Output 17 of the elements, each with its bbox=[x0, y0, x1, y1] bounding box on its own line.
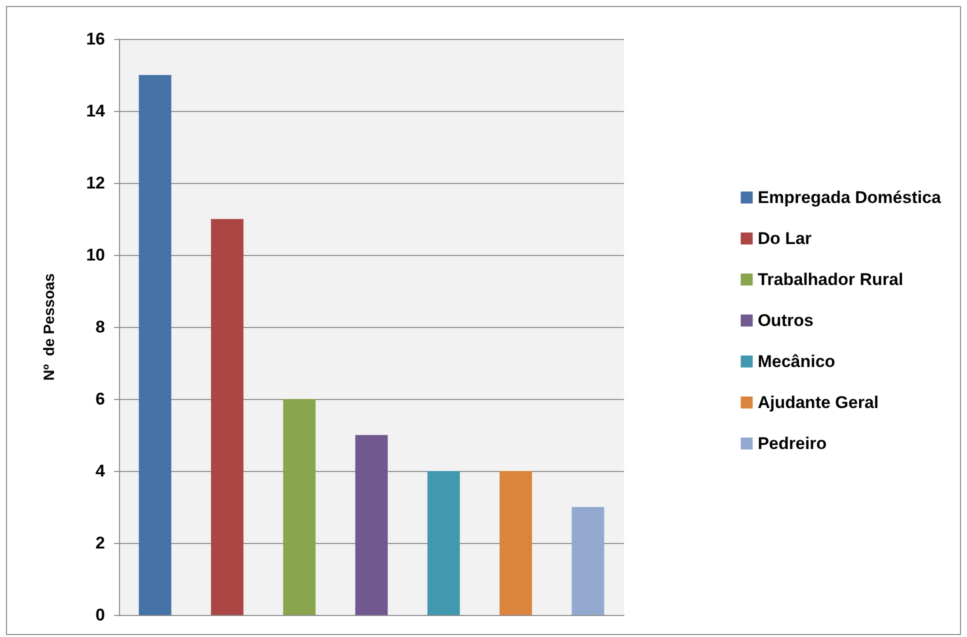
y-axis-title: Nº de Pessoas bbox=[41, 273, 58, 381]
y-tick-label: 14 bbox=[86, 102, 106, 120]
y-tick-label: 6 bbox=[96, 390, 105, 408]
legend-label: Do Lar bbox=[758, 229, 812, 248]
y-tick-label: 10 bbox=[86, 246, 105, 264]
y-tick-label: 16 bbox=[86, 30, 105, 48]
legend-label: Trabalhador Rural bbox=[758, 270, 904, 289]
legend-label: Empregada Doméstica bbox=[758, 188, 942, 207]
y-tick-label: 8 bbox=[96, 318, 105, 336]
legend-label: Pedreiro bbox=[758, 434, 827, 453]
y-tick-label: 4 bbox=[96, 462, 106, 480]
y-tick-label: 0 bbox=[96, 606, 105, 624]
y-tick-label: 2 bbox=[96, 534, 105, 552]
legend-label: Outros bbox=[758, 311, 814, 330]
legend-label: Mecânico bbox=[758, 352, 836, 371]
y-tick-label: 12 bbox=[86, 174, 105, 192]
legend-label: Ajudante Geral bbox=[758, 393, 879, 412]
